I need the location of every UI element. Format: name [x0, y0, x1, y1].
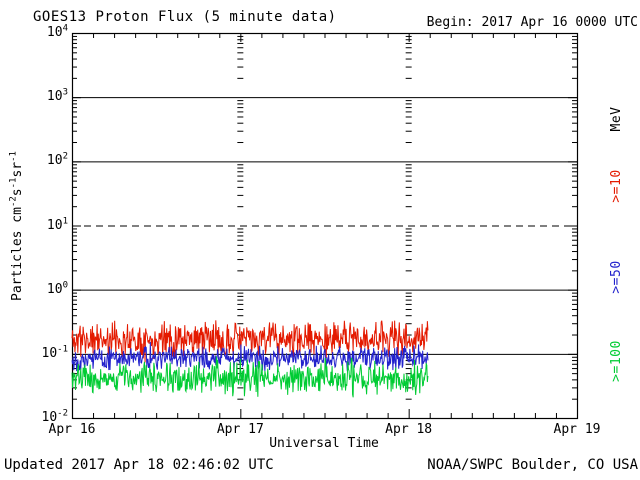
- chart-title: GOES13 Proton Flux (5 minute data): [33, 9, 337, 25]
- x-tick-label: Apr 16: [48, 422, 96, 437]
- series--10-mev: [71, 320, 429, 363]
- y-tick-label: 10-1: [41, 344, 69, 361]
- x-tick-label: Apr 17: [216, 422, 264, 437]
- series--100-mev: [71, 356, 429, 398]
- y-tick-label: 103: [46, 87, 68, 105]
- y-axis-label: Particles cm-2s-1sr-1: [8, 151, 25, 301]
- y-tick-label: 102: [46, 152, 68, 169]
- legend-ge50-label: >=50: [609, 260, 624, 294]
- begin-timestamp: Begin: 2017 Apr 16 0000 UTC: [426, 15, 638, 30]
- y-tick-label: 104: [46, 23, 68, 40]
- x-axis-label: Universal Time: [269, 436, 379, 451]
- noaa-credit: NOAA/SWPC Boulder, CO USA: [427, 457, 638, 473]
- legend-ge10-label: >=10: [609, 169, 624, 203]
- y-tick-label: 101: [46, 216, 68, 233]
- x-tick-label: Apr 19: [553, 422, 601, 437]
- y-tick-label: 10-2: [41, 408, 69, 425]
- legend-ge100-label: >=100: [609, 340, 624, 382]
- series--50-mev: [71, 342, 429, 373]
- x-tick-label: Apr 18: [385, 422, 433, 437]
- y-tick-label: 100: [46, 280, 68, 297]
- updated-timestamp: Updated 2017 Apr 18 02:46:02 UTC: [4, 457, 274, 473]
